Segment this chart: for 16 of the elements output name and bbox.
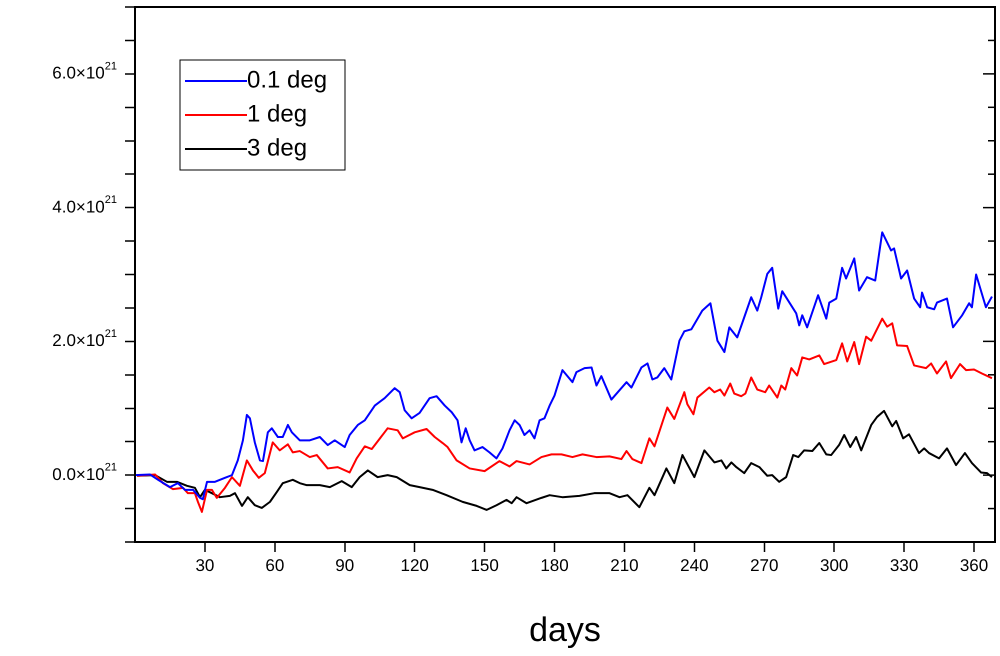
x-tick-label: 360 bbox=[960, 556, 988, 575]
x-tick-label: 150 bbox=[470, 556, 499, 575]
x-tick-label: 180 bbox=[540, 556, 569, 575]
x-tick-label: 270 bbox=[750, 556, 778, 575]
x-tick-label: 60 bbox=[265, 556, 284, 575]
x-tick-label: 240 bbox=[680, 556, 709, 575]
x-tick-label: 330 bbox=[890, 556, 918, 575]
legend-label: 3 deg bbox=[247, 134, 308, 162]
x-tick-label: 120 bbox=[400, 556, 429, 575]
x-axis-title: days bbox=[529, 610, 601, 649]
x-tick-label: 300 bbox=[820, 556, 848, 575]
x-tick-label: 210 bbox=[610, 556, 639, 575]
legend-label: 0.1 deg bbox=[247, 66, 328, 94]
legend-label: 1 deg bbox=[247, 100, 308, 128]
x-tick-label: 90 bbox=[335, 556, 354, 575]
x-tick-label: 30 bbox=[195, 556, 214, 575]
